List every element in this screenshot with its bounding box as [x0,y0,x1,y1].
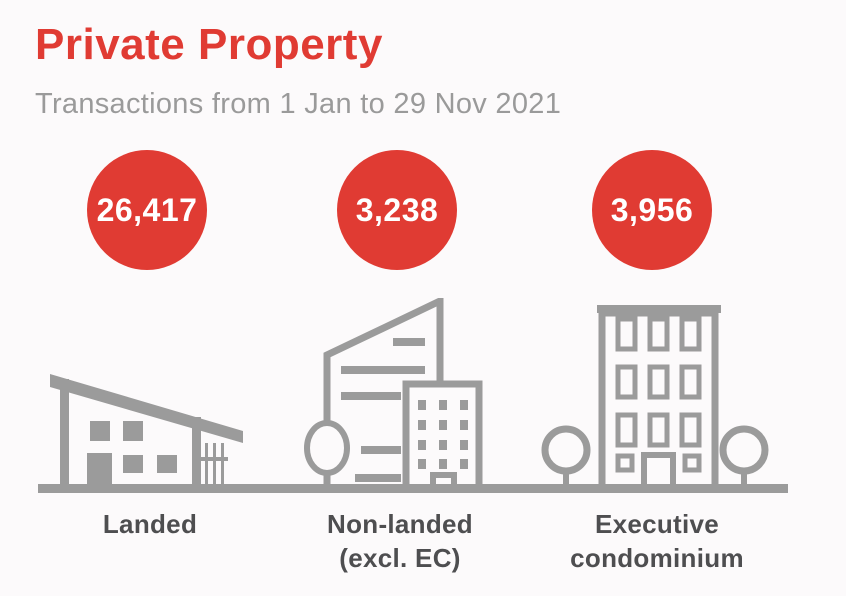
tree-trunk [563,471,569,493]
tree-icon [304,420,350,476]
house-window [157,455,177,473]
carport-post [205,443,208,493]
house-window [123,421,143,441]
front-window [439,440,447,450]
ground-line [38,484,788,493]
condo-door [641,452,676,493]
tower-window-bar [361,446,401,454]
front-window [418,459,426,469]
condominium-building-icon [541,305,769,493]
condo-window [647,364,670,400]
house-window [90,421,110,441]
carport-post [213,443,216,493]
condo-window [647,412,670,448]
stat-circle-non-landed: 3,238 [337,150,457,270]
stat-circle-landed: 26,417 [87,150,207,270]
carport-post [221,443,224,493]
tree-trunk [324,471,329,493]
category-label-line: Landed [102,509,198,539]
front-window [460,400,468,410]
category-label-line: Executive [594,509,720,539]
highrise-buildings-icon [304,298,483,493]
category-label-executive-condominium: Executive condominium [527,507,787,575]
category-label-line: condominium [570,543,744,573]
tower-window-bar [341,366,425,374]
stat-circle-executive-condominium: 3,956 [592,150,712,270]
tree-trunk [741,471,747,493]
house-roof [50,374,243,443]
front-window [460,420,468,430]
condo-window [615,453,635,473]
condo-window [679,364,702,400]
condo-window [647,316,670,352]
condo-window [679,412,702,448]
front-window [439,459,447,469]
tower-window-bar [341,392,401,400]
condo-window [615,316,638,352]
tower-window-bar [393,338,425,346]
tree-icon [541,425,591,475]
category-label-line: Non-landed [327,509,473,539]
condo-window [615,412,638,448]
front-window [418,420,426,430]
house-window [123,455,143,473]
condo-window [679,316,702,352]
front-window [460,440,468,450]
tree-icon [719,425,769,475]
stat-value-non-landed: 3,238 [355,191,439,228]
page-title: Private Property [35,20,383,69]
condo-window [615,364,638,400]
category-label-non-landed: Non-landed (excl. EC) [290,507,510,575]
category-label-landed: Landed [50,507,250,541]
front-window [439,420,447,430]
house-left-wall [60,379,69,493]
condo-window [682,453,702,473]
stat-value-executive-condominium: 3,956 [610,191,694,228]
tower-window-bar [355,474,401,482]
house-right-wall [192,417,201,493]
page-subtitle: Transactions from 1 Jan to 29 Nov 2021 [35,88,562,120]
condo-roof-cap [597,305,721,313]
category-label-line: (excl. EC) [339,543,461,573]
stat-value-landed: 26,417 [96,191,198,228]
front-window [418,440,426,450]
landed-house-icon [50,374,243,493]
front-window [418,400,426,410]
front-window [460,459,468,469]
condo-body-outline [598,309,719,493]
front-window [439,400,447,410]
